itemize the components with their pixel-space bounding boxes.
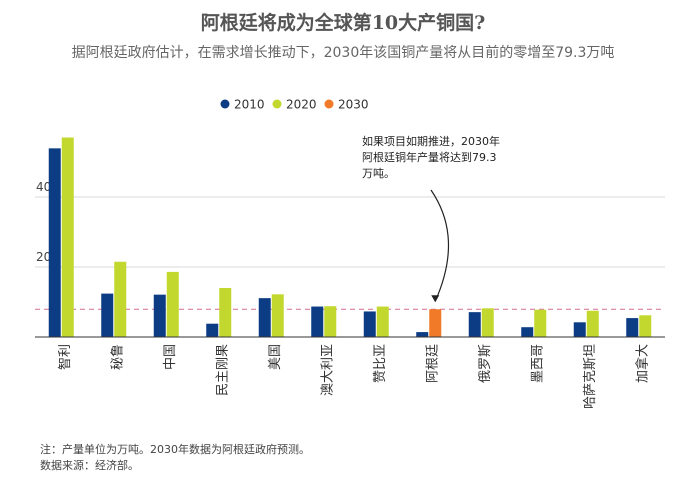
legend-marker-2030 xyxy=(324,99,334,109)
arrowhead-icon xyxy=(431,295,440,303)
x-tick-label: 赞比亚 xyxy=(373,344,388,383)
bar-group-11 xyxy=(626,315,652,337)
annotation-text: 万吨。 xyxy=(362,167,395,180)
bar-2020 xyxy=(481,308,494,337)
bar-2020 xyxy=(271,294,284,337)
bar-2020 xyxy=(586,310,599,337)
legend-label-2020: 2020 xyxy=(286,98,317,112)
bar-2020 xyxy=(534,309,547,337)
x-tick-label: 哈萨克斯坦 xyxy=(583,344,598,409)
x-tick-label: 中国 xyxy=(163,344,178,370)
chart-note: 注：产量单位为万吨。2030年数据为阿根廷政府预测。 xyxy=(40,443,310,456)
bar-2010 xyxy=(101,293,114,337)
bar-2020 xyxy=(61,137,74,337)
bar-2010 xyxy=(468,312,481,337)
bar-2020 xyxy=(639,315,652,337)
x-tick-label: 民主刚果 xyxy=(215,344,230,396)
x-tick-label: 墨西哥 xyxy=(530,344,545,383)
bar-group-10 xyxy=(573,310,599,337)
x-tick-label: 阿根廷 xyxy=(425,344,440,383)
x-tick-label: 智利 xyxy=(58,344,73,370)
bar-group-6 xyxy=(363,306,389,337)
chart-subtitle: 据阿根廷政府估计，在需求增长推动下，2030年该国铜产量将从目前的零增至79.3… xyxy=(71,45,615,61)
bar-2020 xyxy=(376,306,389,337)
x-tick-label: 加拿大 xyxy=(634,344,650,383)
bar-2010 xyxy=(573,322,586,337)
bar-2010 xyxy=(206,323,219,337)
x-tick-label: 秘鲁 xyxy=(110,344,125,370)
bar-2020 xyxy=(219,288,232,337)
legend-marker-2010 xyxy=(220,99,230,109)
bar-2010 xyxy=(311,306,324,337)
bar-group-0 xyxy=(48,137,74,337)
bar-group-1 xyxy=(101,261,127,337)
bars xyxy=(48,137,652,337)
bar-2030 xyxy=(429,309,442,337)
bar-group-2 xyxy=(153,271,179,337)
bar-2020 xyxy=(114,261,127,337)
legend-label-2030: 2030 xyxy=(338,98,369,112)
x-tick-label: 澳大利亚 xyxy=(319,344,335,396)
legend-marker-2020 xyxy=(272,99,282,109)
bar-2010 xyxy=(258,298,271,337)
bar-group-8 xyxy=(468,308,494,337)
x-tick-label: 俄罗斯 xyxy=(478,344,493,383)
bar-2010 xyxy=(626,318,639,337)
bar-2010 xyxy=(416,332,429,337)
bar-2010 xyxy=(153,294,166,337)
bar-2010 xyxy=(48,148,61,337)
bar-group-9 xyxy=(521,309,547,337)
annotation-text: 阿根廷铜年产量将达到79.3 xyxy=(362,150,497,164)
annotation-arrow xyxy=(430,189,450,302)
bar-2010 xyxy=(521,327,534,337)
bar-2020 xyxy=(324,306,337,337)
bar-2020 xyxy=(166,271,179,337)
legend: 2010 2020 2030 xyxy=(220,98,369,112)
bar-2010 xyxy=(363,311,376,337)
bar-group-5 xyxy=(311,306,337,337)
x-tick-label: 美国 xyxy=(268,344,283,370)
bar-group-4 xyxy=(258,294,284,337)
source-note: 数据来源：经济部。 xyxy=(40,459,139,472)
legend-label-2010: 2010 xyxy=(234,98,265,112)
bar-group-7 xyxy=(416,309,442,337)
annotation-text: 如果项目如期推进，2030年 xyxy=(362,134,500,148)
bar-group-3 xyxy=(206,288,232,337)
x-axis: 智利 秘鲁 中国 民主刚果 美国 澳大利亚 赞比亚 阿根廷 俄罗斯 墨西哥 哈萨克斯坦 加拿大 xyxy=(35,336,665,409)
chart-title: 阿根廷将成为全球第10大产铜国? xyxy=(200,12,486,34)
gridlines xyxy=(35,196,665,310)
